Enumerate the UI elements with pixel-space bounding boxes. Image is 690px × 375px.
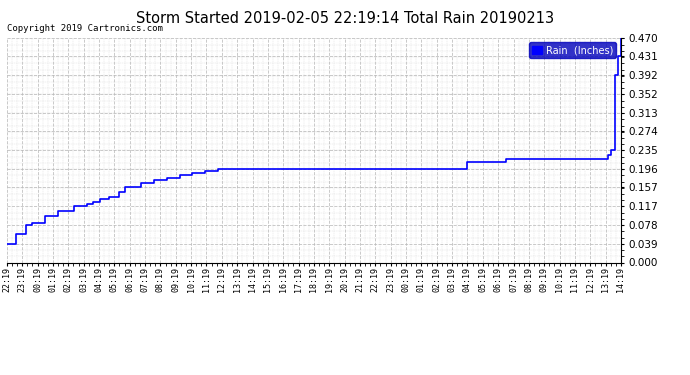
Text: Storm Started 2019-02-05 22:19:14 Total Rain 20190213: Storm Started 2019-02-05 22:19:14 Total … bbox=[136, 11, 554, 26]
Legend: Rain  (Inches): Rain (Inches) bbox=[529, 42, 616, 58]
Text: Copyright 2019 Cartronics.com: Copyright 2019 Cartronics.com bbox=[7, 24, 163, 33]
